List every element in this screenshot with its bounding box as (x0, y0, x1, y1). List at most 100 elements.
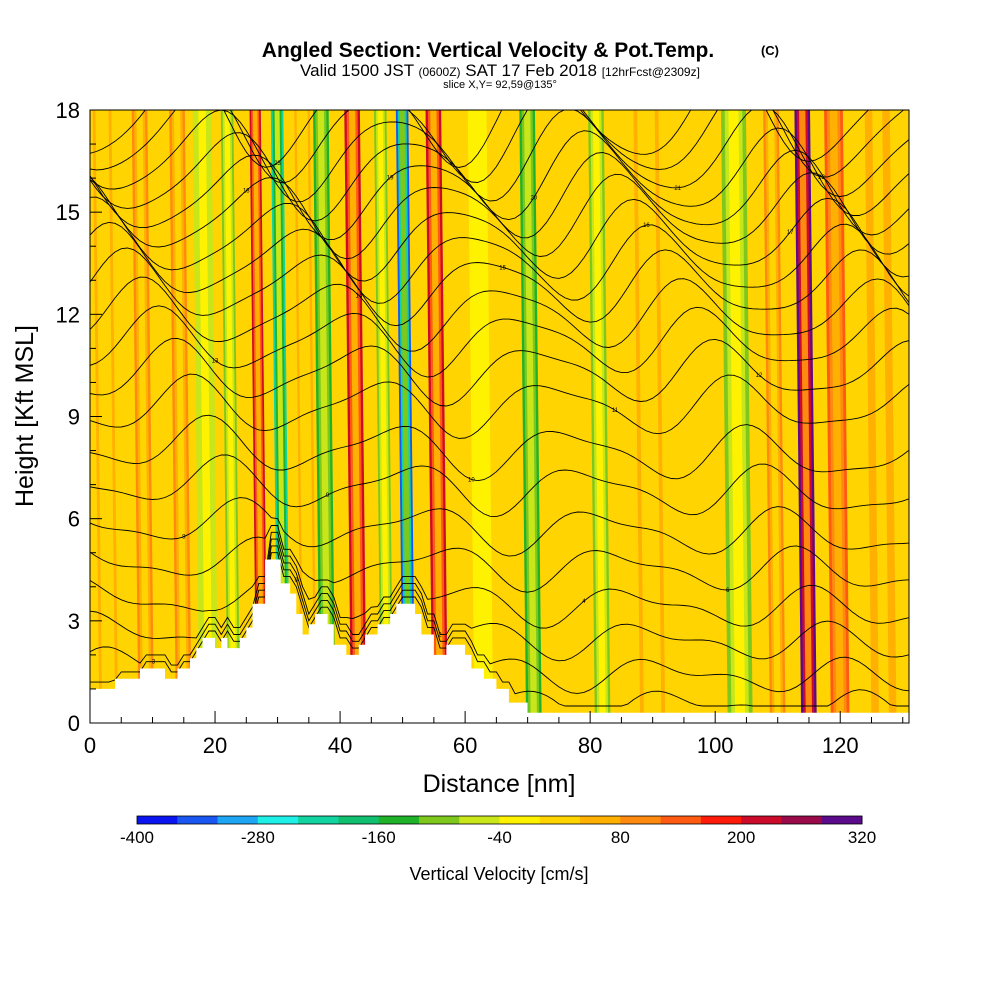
colorbar-swatch (177, 816, 219, 824)
velocity-band (95, 110, 116, 723)
theta-contour-line (90, 276, 909, 352)
x-tick-label: 60 (453, 733, 477, 758)
subtitle-valid-time: Valid 1500 JST (300, 61, 414, 80)
colorbar-frame (136, 815, 863, 825)
colorbar-tick-label: -160 (362, 828, 396, 847)
theta-contour-label: 4 (582, 599, 586, 605)
velocity-band (728, 110, 746, 723)
x-tick-label: 20 (203, 733, 227, 758)
x-tick-label: 0 (84, 733, 96, 758)
colorbar-tick-label: 320 (848, 828, 876, 847)
y-tick-label: 9 (68, 405, 80, 430)
chart-subtitle: Valid 1500 JST (0600Z) SAT 17 Feb 2018 [… (300, 61, 700, 80)
theta-contour-line (90, 538, 909, 662)
velocity-band (872, 110, 889, 723)
y-tick-label: 15 (56, 200, 80, 225)
colorbar-swatch (620, 816, 662, 824)
colorbar-swatch (700, 816, 742, 824)
theta-contour-label: 22 (818, 175, 825, 181)
theta-contour-line (90, 110, 870, 168)
terrain-mask (90, 559, 909, 723)
slice-label: slice X,Y= 92,59@135° (443, 79, 557, 91)
theta-contour-label: 20 (531, 196, 538, 202)
theta-contour-label: 8 (182, 535, 186, 541)
theta-contour-label: 23 (274, 161, 281, 167)
chart-title: Angled Section: Vertical Velocity & Pot.… (262, 39, 714, 62)
theta-contour-line (90, 247, 909, 327)
theta-contour-label: 2 (438, 632, 442, 638)
colorbar-swatch (338, 816, 380, 824)
theta-contour-label: 11 (612, 408, 619, 414)
theta-contour-line (90, 552, 909, 707)
velocity-band (829, 110, 844, 723)
velocity-band (430, 110, 444, 723)
y-tick-label: 12 (56, 302, 80, 327)
theta-contour-label: 16 (643, 223, 650, 229)
subtitle-forecast: [12hrFcst@2309z] (602, 65, 700, 79)
theta-contour-label: 17 (787, 230, 794, 236)
y-tick-label: 6 (68, 507, 80, 532)
y-tick-label: 18 (56, 98, 80, 123)
velocity-band (592, 110, 606, 723)
theta-contour-label: 12 (756, 373, 763, 379)
colorbar-swatch (418, 816, 460, 824)
colorbar-swatch (499, 816, 541, 824)
theta-contour-label: 21 (674, 186, 681, 192)
theta-contour-line (90, 149, 909, 241)
theta-contour-line (90, 305, 909, 378)
colorbar-swatch (539, 816, 581, 824)
colorbar-tick-label: 200 (727, 828, 755, 847)
y-tick-label: 3 (68, 609, 80, 634)
colorbar-swatch (137, 816, 178, 824)
theta-contour-line (90, 110, 905, 184)
velocity-band (224, 110, 237, 723)
colorbar-swatch (298, 816, 339, 824)
colorbar: -400 -280 -160 -40 80 200 320 (120, 815, 876, 847)
colorbar-label: Vertical Velocity [cm/s] (409, 864, 588, 884)
theta-contour-line (90, 531, 909, 629)
theta-contour-label: 14 (355, 293, 362, 299)
subtitle-date: SAT 17 Feb 2018 (465, 61, 597, 80)
theta-contour-label: 6 (726, 588, 730, 594)
theta-contour-label: -3 (150, 660, 156, 666)
theta-contour-line (90, 414, 909, 482)
x-tick-label: 120 (822, 733, 859, 758)
x-tick-label: 40 (328, 733, 352, 758)
theta-contour-label: 13 (212, 358, 219, 364)
velocity-band (296, 110, 315, 723)
velocity-band (399, 110, 412, 723)
colorbar-swatch (660, 816, 702, 824)
theta-contour-label: 9 (326, 493, 330, 499)
theta-contour-line (90, 221, 909, 304)
subtitle-utc-time: (0600Z) (419, 65, 461, 79)
theta-contour-line (90, 127, 909, 222)
y-axis-label: Height [Kft MSL] (11, 325, 39, 507)
y-tick-label: 0 (68, 711, 80, 736)
theta-contour-line (90, 497, 909, 557)
theta-contour-line (90, 545, 909, 694)
x-tick-label: 100 (697, 733, 734, 758)
colorbar-tick-label: 80 (611, 828, 630, 847)
colorbar-tick-label: -280 (241, 828, 275, 847)
velocity-band (317, 110, 331, 723)
theta-contour-line (90, 196, 909, 282)
colorbar-swatch (580, 816, 621, 824)
colorbar-tick-label: -40 (487, 828, 512, 847)
theta-contour-label: 15 (499, 265, 506, 271)
plot-area: -3 0 2 4 6 8 9 10 11 12 13 14 15 16 17 18 19 20 21 22 23 (90, 110, 909, 723)
velocity-band (252, 110, 265, 723)
colorbar-swatch (217, 816, 259, 824)
theta-contour-line (90, 373, 909, 439)
colorbar-tick-label: -400 (120, 828, 154, 847)
theta-contour-label: 19 (387, 176, 394, 182)
colorbar-swatch (378, 816, 420, 824)
theta-contour-label: 0 (295, 578, 299, 584)
velocity-field (92, 110, 897, 723)
velocity-band (799, 110, 813, 723)
velocity-band (377, 110, 390, 723)
theta-contour-line (90, 525, 909, 593)
chart-title-mark: (C) (761, 43, 779, 58)
colorbar-swatch (781, 816, 823, 824)
